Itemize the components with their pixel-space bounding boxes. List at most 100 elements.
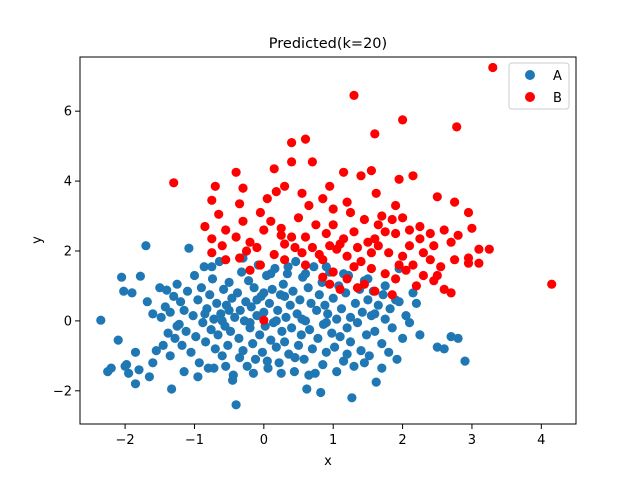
y-tick-label: 4 [64, 175, 72, 190]
data-point [255, 207, 265, 218]
data-point [342, 323, 352, 333]
chart-title: Predicted(k=20) [269, 36, 387, 52]
data-point [182, 286, 193, 296]
data-point [446, 332, 456, 342]
data-point [293, 213, 304, 223]
data-point [252, 295, 262, 305]
data-point [290, 353, 300, 363]
data-point [404, 318, 415, 328]
data-point [287, 157, 297, 167]
data-point [287, 232, 297, 242]
data-point [297, 314, 307, 324]
data-point [370, 129, 380, 139]
data-point [278, 279, 288, 289]
data-point [269, 249, 279, 260]
data-point [281, 312, 291, 322]
data-point [342, 274, 352, 284]
data-point [207, 274, 218, 284]
data-point [335, 284, 345, 294]
data-point [304, 370, 314, 380]
data-point [177, 340, 187, 350]
data-point [274, 358, 284, 368]
data-point [191, 332, 201, 342]
data-point [184, 243, 194, 253]
x-tick-label: 3 [468, 433, 476, 448]
data-point [221, 255, 231, 265]
data-point [276, 230, 286, 240]
data-point [156, 312, 166, 322]
data-point [283, 262, 293, 272]
y-tick-label: 2 [64, 244, 72, 259]
y-tick-label: −2 [53, 384, 72, 399]
data-point [321, 262, 331, 272]
data-point [257, 347, 267, 357]
data-point [134, 365, 144, 375]
data-point [327, 328, 337, 338]
data-point [117, 272, 127, 282]
data-point [356, 346, 366, 356]
data-point [293, 340, 304, 350]
data-point [387, 214, 397, 225]
data-point [163, 328, 173, 338]
data-point [200, 221, 210, 232]
data-point [408, 288, 418, 298]
data-point [193, 295, 203, 305]
data-point [314, 290, 324, 300]
data-point [484, 244, 494, 254]
data-point [436, 262, 446, 272]
data-point [234, 333, 244, 343]
data-point [179, 367, 189, 377]
data-point [242, 361, 252, 371]
data-point [387, 290, 397, 300]
data-point [339, 356, 349, 366]
data-point [463, 253, 474, 263]
legend-marker-a [525, 70, 535, 80]
data-point [200, 309, 210, 319]
data-point [276, 223, 286, 233]
data-point [328, 293, 338, 303]
data-point [130, 379, 141, 389]
data-point [415, 221, 425, 232]
data-point [352, 242, 363, 253]
data-point [214, 209, 224, 219]
data-point [259, 307, 269, 317]
data-point [380, 269, 390, 279]
data-point [312, 305, 322, 315]
data-point [238, 183, 248, 193]
data-point [460, 356, 470, 366]
data-point [474, 244, 484, 254]
data-point [349, 361, 359, 371]
data-point [450, 197, 460, 207]
data-point [142, 297, 152, 307]
data-point [359, 358, 369, 368]
data-point [328, 267, 338, 277]
data-point [206, 325, 216, 335]
data-point [453, 333, 463, 343]
data-point [378, 290, 388, 300]
data-point [273, 305, 283, 315]
data-point [488, 62, 498, 73]
data-point [366, 263, 376, 274]
data-point [347, 393, 357, 403]
data-point [169, 178, 179, 188]
data-point [282, 269, 292, 279]
data-point [144, 372, 154, 382]
data-point [224, 277, 234, 287]
data-point [249, 283, 259, 293]
data-point [345, 312, 356, 322]
data-point [248, 368, 258, 378]
data-point [363, 237, 373, 247]
data-point [245, 237, 255, 247]
data-point [342, 349, 352, 359]
data-point [311, 220, 321, 230]
x-tick-label: −2 [116, 433, 135, 448]
data-point [408, 260, 418, 270]
legend-label-b: B [553, 91, 562, 106]
data-point [296, 330, 306, 340]
data-point [276, 368, 286, 378]
data-point [266, 335, 276, 345]
data-point [404, 241, 415, 251]
data-point [411, 281, 421, 291]
data-point [429, 241, 439, 251]
